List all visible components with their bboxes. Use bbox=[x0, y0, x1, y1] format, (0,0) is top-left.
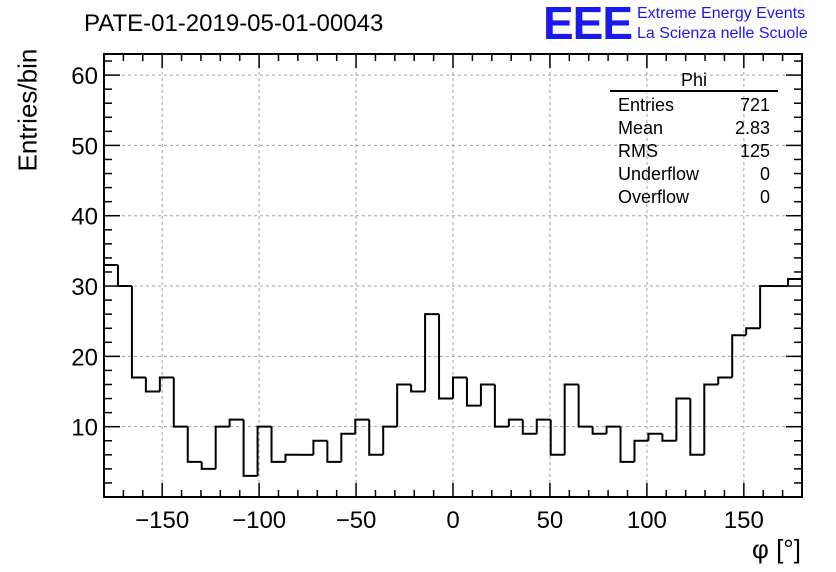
histogram-bin bbox=[633, 439, 649, 462]
histogram-bin bbox=[200, 461, 216, 470]
histogram-bin bbox=[214, 425, 230, 469]
stats-value: 2.83 bbox=[734, 118, 770, 138]
histogram-bin bbox=[354, 418, 370, 434]
stats-row-rms: RMS 125 bbox=[610, 140, 778, 163]
stats-value: 0 bbox=[759, 164, 770, 184]
histogram-bin bbox=[535, 418, 551, 434]
histogram-bin bbox=[647, 432, 663, 441]
stats-label: Underflow bbox=[618, 164, 700, 184]
stats-value: 0 bbox=[759, 187, 770, 207]
histogram-bin bbox=[158, 376, 174, 392]
histogram-bin bbox=[661, 433, 677, 442]
stats-label: RMS bbox=[618, 141, 658, 161]
x-tick-label: 150 bbox=[724, 507, 764, 534]
y-tick-label: 30 bbox=[71, 274, 98, 301]
histogram-bin bbox=[326, 440, 342, 463]
stats-box-title: Phi bbox=[610, 70, 778, 92]
histogram-bin bbox=[577, 384, 593, 428]
stats-value: 125 bbox=[739, 141, 770, 161]
histogram-bin bbox=[465, 377, 481, 407]
histogram-bin bbox=[521, 419, 537, 435]
histogram-bin bbox=[563, 383, 579, 455]
histogram-bin bbox=[382, 425, 398, 455]
histogram-bin bbox=[312, 439, 328, 455]
histogram-bin bbox=[424, 313, 440, 392]
y-tick-label: 10 bbox=[71, 415, 98, 442]
histogram-bin bbox=[438, 314, 453, 400]
histogram-bin bbox=[410, 384, 426, 393]
logo-line-2: La Scienza nelle Scuole bbox=[637, 25, 808, 42]
eee-logo-text: Extreme Energy Events La Scienza nelle S… bbox=[637, 4, 808, 44]
histogram-bin bbox=[242, 419, 258, 477]
histogram-bin bbox=[507, 418, 523, 427]
histogram-bin bbox=[479, 383, 495, 406]
y-tick-label: 50 bbox=[71, 133, 98, 160]
histogram-bin bbox=[172, 377, 188, 428]
stats-row-underflow: Underflow 0 bbox=[610, 163, 778, 186]
histogram-bin bbox=[144, 377, 160, 393]
histogram-bin bbox=[787, 278, 803, 497]
stats-box: Phi Entries 721 Mean 2.83 RMS 125 Underf… bbox=[610, 70, 778, 209]
stats-label: Overflow bbox=[618, 187, 690, 207]
x-tick-label: −100 bbox=[232, 507, 286, 534]
histogram-bin bbox=[745, 327, 761, 336]
histogram-bin bbox=[452, 376, 467, 399]
x-tick-label: −150 bbox=[135, 507, 189, 534]
histogram-bin bbox=[717, 376, 733, 385]
y-tick-label: 20 bbox=[71, 344, 98, 371]
stats-row-mean: Mean 2.83 bbox=[610, 117, 778, 140]
histogram-bin bbox=[228, 418, 244, 427]
stats-label: Entries bbox=[618, 95, 675, 115]
histogram-bin bbox=[270, 426, 286, 463]
histogram-bin bbox=[284, 453, 300, 462]
stats-row-overflow: Overflow 0 bbox=[610, 186, 778, 209]
x-tick-label: 0 bbox=[446, 507, 459, 534]
histogram-bin bbox=[186, 426, 202, 463]
histogram-bin bbox=[130, 286, 146, 379]
histogram-bin bbox=[689, 398, 705, 456]
histogram-bin bbox=[368, 419, 384, 456]
eee-logo-mark: EEE bbox=[543, 0, 633, 49]
histogram-bin bbox=[340, 432, 356, 462]
histogram-bin bbox=[396, 383, 412, 427]
chart-title: PATE-01-2019-05-01-00043 bbox=[84, 10, 384, 37]
histogram-bin bbox=[731, 334, 747, 378]
x-tick-label: −50 bbox=[336, 507, 377, 534]
histogram-bin bbox=[605, 425, 621, 434]
histogram-bin bbox=[675, 397, 691, 441]
histogram-bin bbox=[759, 285, 775, 329]
y-axis-label: Entries/bin bbox=[12, 48, 43, 172]
x-tick-label: 50 bbox=[537, 507, 564, 534]
stats-row-entries: Entries 721 bbox=[610, 94, 778, 117]
histogram-bin bbox=[116, 264, 132, 288]
stats-value: 721 bbox=[739, 95, 770, 115]
histogram-bin bbox=[256, 425, 272, 476]
histogram-bin bbox=[619, 426, 635, 463]
histogram-bin bbox=[493, 384, 509, 428]
x-axis-label: φ [°] bbox=[752, 534, 801, 564]
histogram-bin bbox=[549, 419, 565, 456]
y-tick-label: 40 bbox=[71, 204, 98, 231]
histogram-bin bbox=[703, 383, 719, 455]
logo-line-1: Extreme Energy Events bbox=[637, 5, 806, 22]
stats-label: Mean bbox=[618, 118, 664, 138]
x-tick-label: 100 bbox=[627, 507, 667, 534]
y-tick-label: 60 bbox=[71, 63, 98, 90]
histogram-bin bbox=[591, 426, 607, 435]
